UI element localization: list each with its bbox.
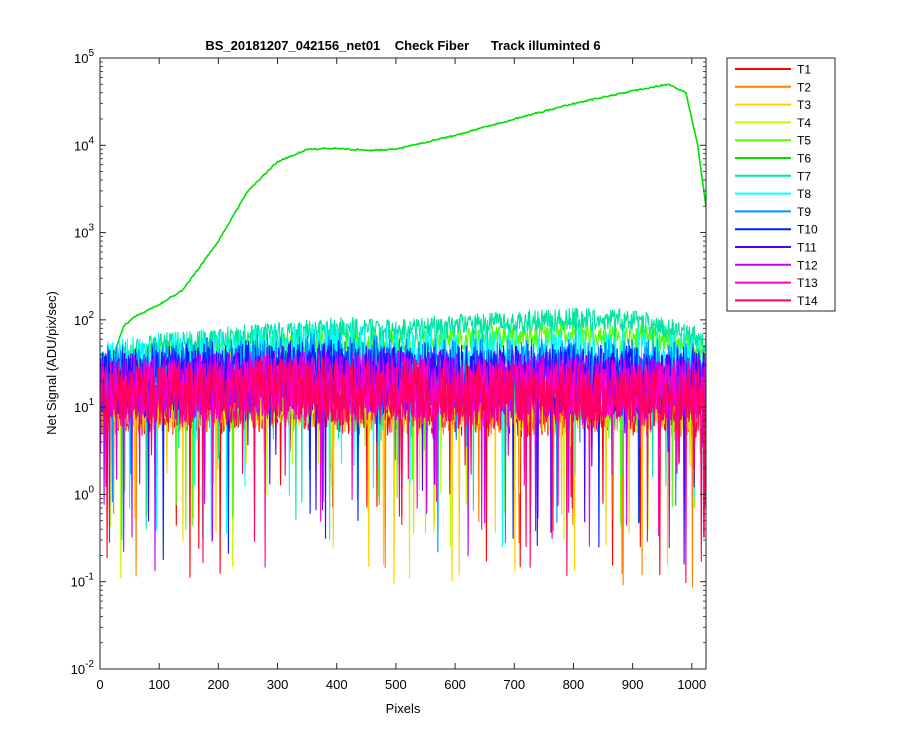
y-axis-label: Net Signal (ADU/pix/sec) [44,291,59,435]
x-tick-label: 300 [267,677,289,692]
legend-label-t1: T1 [797,63,811,77]
series-line-t6 [100,83,706,362]
series-line-t14 [100,357,706,584]
legend-label-t8: T8 [797,187,811,201]
chart-title: BS_20181207_042156_net01 Check Fiber Tra… [205,38,600,53]
y-tick-label: 103 [74,223,94,241]
y-tick-label: 104 [74,135,94,153]
x-tick-label: 700 [503,677,525,692]
x-tick-label: 1000 [677,677,706,692]
y-tick-label: 102 [74,310,94,328]
series-line-t7 [100,307,706,540]
series-layer [100,83,706,588]
legend: T1 T2 T3 T4 T5 T6 T7 T8 T9 T10 T11 T12 T13 T14 [726,57,836,312]
y-tick-label: 10-1 [71,572,95,590]
y-ticks: 10-2 10-1 100 101 102 103 104 105 [71,48,706,677]
legend-label-t11: T11 [797,241,817,255]
x-tick-label: 900 [622,677,644,692]
x-axis-label: Pixels [386,701,421,716]
y-tick-label: 101 [74,397,94,415]
legend-label-t12: T12 [797,258,818,272]
x-ticks: 0 100 200 300 400 500 600 700 800 900 1000 [96,58,706,692]
y-tick-label: 105 [74,48,94,66]
legend-label-t4: T4 [797,116,811,130]
y-tick-label: 100 [74,484,94,502]
legend-box [726,57,836,312]
legend-items: T1 T2 T3 T4 T5 T6 T7 T8 T9 T10 T11 T12 T13 T14 [735,63,818,308]
y-tick-label: 10-2 [71,659,95,677]
x-tick-label: 100 [148,677,170,692]
legend-label-t9: T9 [797,205,811,219]
legend-label-t13: T13 [797,276,818,290]
legend-label-t3: T3 [797,98,811,112]
x-tick-label: 400 [326,677,348,692]
legend-label-t2: T2 [797,80,811,94]
x-tick-label: 200 [208,677,230,692]
x-tick-label: 0 [96,677,103,692]
x-tick-label: 800 [563,677,585,692]
legend-label-t14: T14 [797,294,818,308]
legend-label-t10: T10 [797,223,818,237]
axes-box [99,57,707,670]
legend-label-t5: T5 [797,134,811,148]
x-tick-label: 600 [444,677,466,692]
legend-label-t7: T7 [797,169,811,183]
x-tick-label: 500 [385,677,407,692]
legend-label-t6: T6 [797,152,811,166]
